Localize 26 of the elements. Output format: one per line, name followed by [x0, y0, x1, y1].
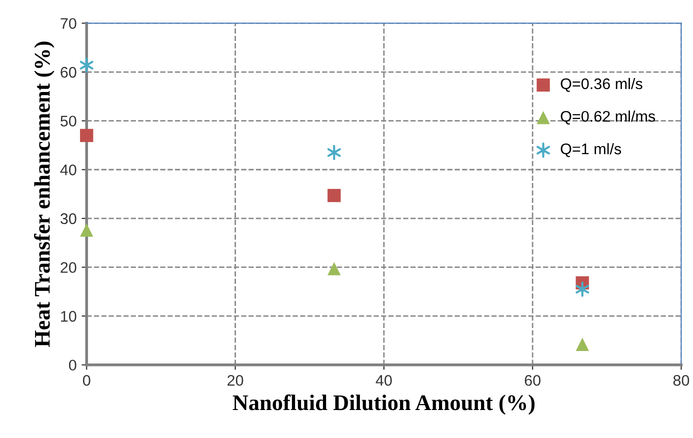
point [328, 188, 341, 202]
point [80, 128, 94, 142]
point [80, 224, 94, 237]
x-tick-label: 80 [673, 374, 690, 386]
y-tick-label: 60 [60, 66, 76, 78]
point [576, 282, 590, 297]
point [328, 262, 341, 276]
y-axis-title: Heat Transfer enhancement (%) [34, 42, 54, 348]
legend-label: Q=1 ml/s [560, 143, 622, 158]
point [576, 338, 589, 351]
x-tick-label: 60 [524, 374, 540, 386]
legend-label: Q=0.36 ml/s [560, 78, 642, 92]
y-tick-label: 20 [60, 262, 76, 273]
x-axis-title: Nanofluid Dilution Amount (%) [232, 394, 535, 415]
y-tick-label: 50 [60, 116, 76, 127]
point [80, 58, 94, 73]
x-tick-label: 20 [228, 374, 244, 386]
y-tick-label: 0 [69, 360, 76, 371]
x-tick-label: 40 [376, 374, 392, 386]
y-tick-label: 70 [60, 18, 76, 29]
legend-label: Q=0.62 ml/ms [560, 110, 656, 124]
y-tick-label: 30 [60, 213, 76, 224]
x-tick-label: 0 [82, 374, 90, 386]
point [327, 144, 341, 160]
y-tick-label: 40 [60, 164, 76, 176]
y-tick-label: 10 [61, 310, 76, 322]
